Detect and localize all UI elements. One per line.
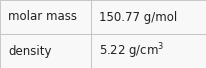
Bar bbox=[91, 0, 206, 34]
Text: molar mass: molar mass bbox=[8, 10, 77, 24]
Text: density: density bbox=[8, 44, 52, 58]
Text: 150.77 g/mol: 150.77 g/mol bbox=[99, 10, 177, 24]
Bar bbox=[0, 34, 91, 68]
Bar bbox=[0, 0, 91, 34]
Text: 5.22 g/cm$^3$: 5.22 g/cm$^3$ bbox=[99, 41, 164, 61]
Bar bbox=[91, 34, 206, 68]
